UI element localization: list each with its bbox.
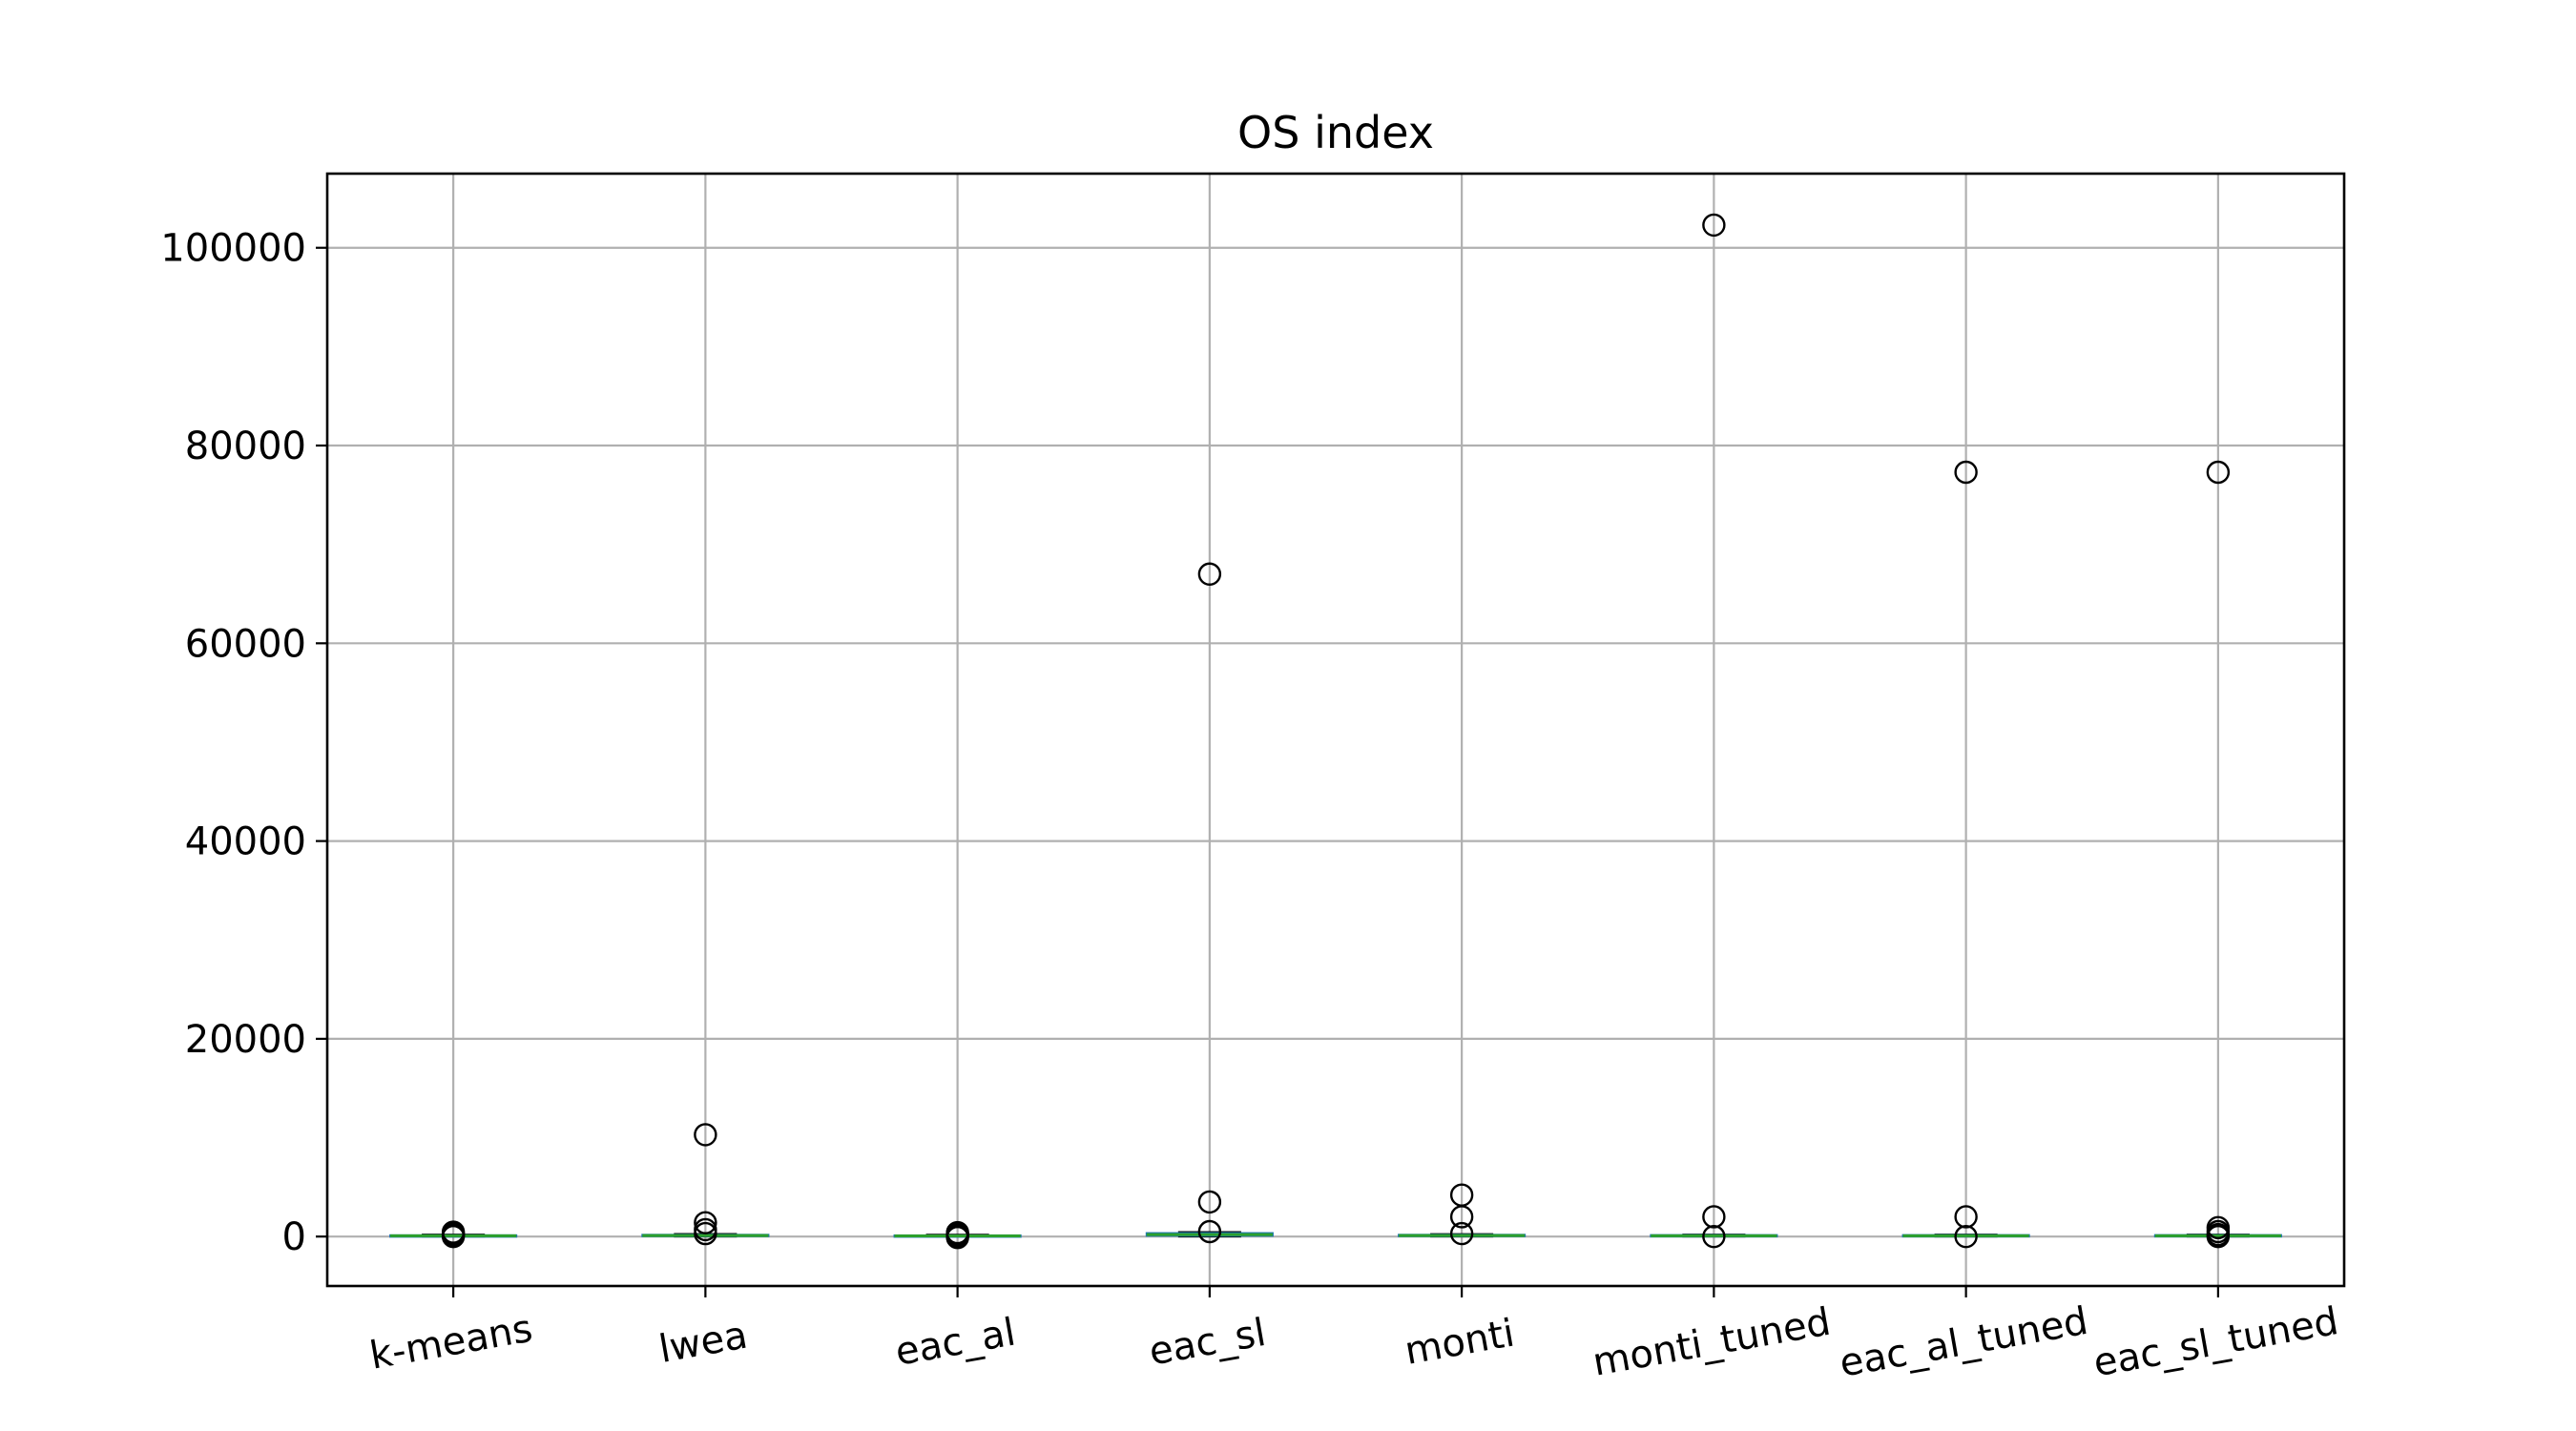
y-tick-label: 60000 bbox=[185, 622, 306, 666]
outlier-point bbox=[1954, 460, 1978, 485]
outlier-point bbox=[441, 1220, 466, 1244]
y-tick-label: 20000 bbox=[185, 1018, 306, 1062]
outlier-point bbox=[1197, 562, 1222, 586]
outlier-point bbox=[2206, 460, 2231, 485]
y-axis-ticks: 0 20000 40000 60000 80000 100000 bbox=[160, 227, 327, 1259]
outlier-point bbox=[694, 1211, 717, 1234]
outlier-point bbox=[1702, 1224, 1726, 1249]
chart-title: OS index bbox=[1237, 107, 1434, 158]
outlier-point bbox=[1197, 1219, 1222, 1244]
outlier-point bbox=[1449, 1221, 1474, 1246]
outlier-point bbox=[1954, 1224, 1978, 1249]
outlier-point bbox=[1197, 1190, 1222, 1214]
outlier-point bbox=[694, 1217, 717, 1242]
outlier-point bbox=[1702, 213, 1726, 238]
outlier-point bbox=[1954, 1205, 1978, 1229]
box-plots bbox=[389, 213, 2282, 1250]
y-tick-label: 40000 bbox=[185, 820, 306, 864]
outlier-point bbox=[694, 1123, 717, 1147]
outlier-point bbox=[1702, 1205, 1726, 1229]
y-tick-label: 80000 bbox=[185, 425, 306, 468]
outlier-point bbox=[1449, 1183, 1474, 1207]
y-tick-label: 0 bbox=[282, 1215, 306, 1259]
grid-lines bbox=[327, 174, 2344, 1286]
outlier-point bbox=[2206, 1215, 2231, 1240]
outlier-point bbox=[945, 1220, 969, 1245]
plot-frame bbox=[325, 172, 2346, 1288]
y-tick-label: 100000 bbox=[160, 227, 306, 271]
